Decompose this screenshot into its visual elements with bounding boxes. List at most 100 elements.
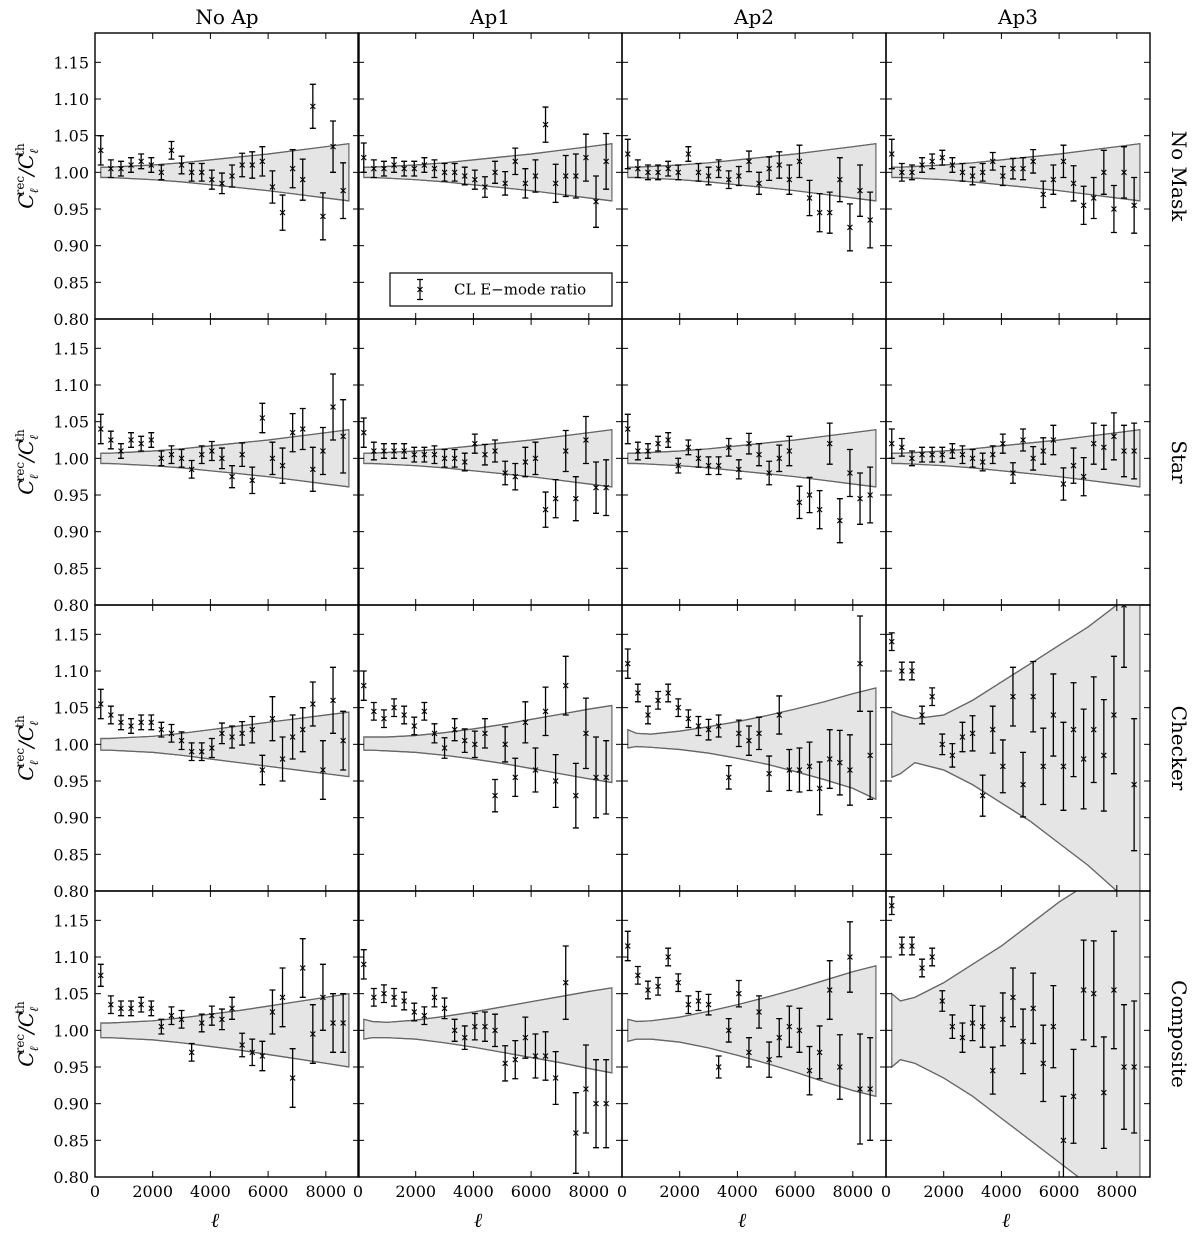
marker bbox=[289, 165, 296, 172]
marker bbox=[492, 792, 498, 799]
y-tick-label: 1.05 bbox=[53, 413, 89, 432]
panel-frame bbox=[885, 890, 1151, 1178]
marker bbox=[1070, 1093, 1077, 1100]
row-title: Checker bbox=[1167, 706, 1191, 791]
band-upper bbox=[891, 605, 1118, 720]
marker bbox=[939, 741, 946, 748]
marker bbox=[725, 444, 732, 451]
band-lower bbox=[100, 1037, 349, 1068]
marker bbox=[229, 473, 235, 480]
marker bbox=[909, 668, 915, 674]
marker bbox=[461, 459, 468, 465]
y-axis-label-part: th bbox=[13, 429, 27, 442]
marker bbox=[1100, 752, 1107, 759]
y-tick-label: 1.00 bbox=[53, 1021, 89, 1040]
marker bbox=[959, 451, 966, 458]
marker bbox=[1100, 444, 1107, 451]
marker bbox=[725, 774, 732, 781]
marker bbox=[461, 1034, 468, 1041]
marker bbox=[138, 719, 145, 726]
x-axis-label: ℓ bbox=[211, 1208, 220, 1232]
marker bbox=[471, 741, 478, 748]
band-upper bbox=[891, 891, 1078, 1002]
marker bbox=[451, 455, 458, 462]
marker bbox=[593, 774, 599, 781]
marker bbox=[969, 1020, 976, 1026]
y-axis-label-part: C bbox=[14, 193, 38, 208]
marker bbox=[675, 169, 682, 176]
y-axis-label-part: /C bbox=[14, 1012, 38, 1036]
band-lower bbox=[627, 176, 876, 202]
y-axis-label: Cℓrec/Cℓth bbox=[13, 143, 41, 209]
marker bbox=[593, 484, 599, 491]
marker bbox=[128, 1005, 134, 1012]
marker bbox=[1090, 990, 1097, 997]
x-tick-label: 8000 bbox=[832, 1182, 873, 1201]
marker bbox=[1090, 195, 1097, 201]
marker bbox=[1090, 440, 1097, 447]
marker bbox=[989, 451, 996, 458]
y-tick-label: 0.90 bbox=[53, 1095, 89, 1114]
marker bbox=[929, 158, 936, 165]
marker bbox=[1131, 202, 1138, 209]
marker bbox=[1131, 448, 1138, 454]
marker bbox=[1030, 158, 1037, 165]
marker bbox=[1050, 1023, 1057, 1030]
band-fill bbox=[891, 429, 1141, 488]
marker bbox=[299, 426, 306, 432]
marker bbox=[391, 994, 397, 1001]
marker bbox=[441, 169, 448, 176]
y-tick-label: 0.80 bbox=[53, 1168, 89, 1187]
marker bbox=[919, 712, 925, 718]
marker bbox=[168, 451, 175, 458]
marker bbox=[645, 169, 651, 176]
marker bbox=[188, 169, 195, 176]
marker bbox=[320, 213, 326, 220]
marker bbox=[451, 1027, 458, 1034]
marker bbox=[391, 162, 397, 168]
x-tick-label: 6000 bbox=[775, 1182, 816, 1201]
band-fill bbox=[100, 429, 350, 488]
band-lower bbox=[100, 749, 349, 778]
marker bbox=[715, 165, 722, 172]
marker bbox=[411, 723, 418, 729]
marker bbox=[482, 1023, 488, 1030]
marker bbox=[685, 151, 692, 157]
marker bbox=[360, 429, 367, 436]
marker bbox=[1010, 470, 1016, 476]
marker bbox=[208, 448, 215, 454]
marker bbox=[989, 1067, 996, 1074]
marker bbox=[949, 1023, 956, 1030]
marker bbox=[431, 994, 438, 1001]
panel bbox=[358, 33, 622, 319]
x-axis-label: ℓ bbox=[738, 1208, 747, 1232]
marker bbox=[1111, 206, 1117, 212]
marker bbox=[939, 998, 946, 1004]
marker bbox=[279, 462, 286, 469]
marker bbox=[502, 741, 509, 748]
marker bbox=[1060, 763, 1067, 770]
marker bbox=[411, 451, 418, 458]
marker bbox=[776, 455, 783, 462]
marker bbox=[320, 448, 326, 454]
y-axis-label-part: rec bbox=[13, 462, 27, 482]
marker bbox=[411, 165, 418, 172]
marker bbox=[269, 715, 276, 722]
marker bbox=[725, 176, 732, 183]
band-upper bbox=[627, 687, 877, 735]
band-upper bbox=[363, 987, 612, 1023]
y-tick-label: 1.00 bbox=[53, 449, 89, 468]
marker bbox=[796, 158, 803, 165]
marker bbox=[360, 682, 367, 689]
marker bbox=[532, 767, 539, 773]
x-tick-label: 4000 bbox=[717, 1182, 758, 1201]
marker bbox=[370, 994, 377, 1001]
y-axis-label-part: ℓ bbox=[27, 474, 41, 479]
marker bbox=[502, 470, 509, 476]
band-fill bbox=[100, 711, 350, 778]
band-fill bbox=[363, 987, 613, 1074]
marker bbox=[249, 477, 256, 484]
panel bbox=[358, 319, 622, 605]
y-tick-label: 1.15 bbox=[53, 911, 89, 930]
marker bbox=[522, 1034, 529, 1041]
